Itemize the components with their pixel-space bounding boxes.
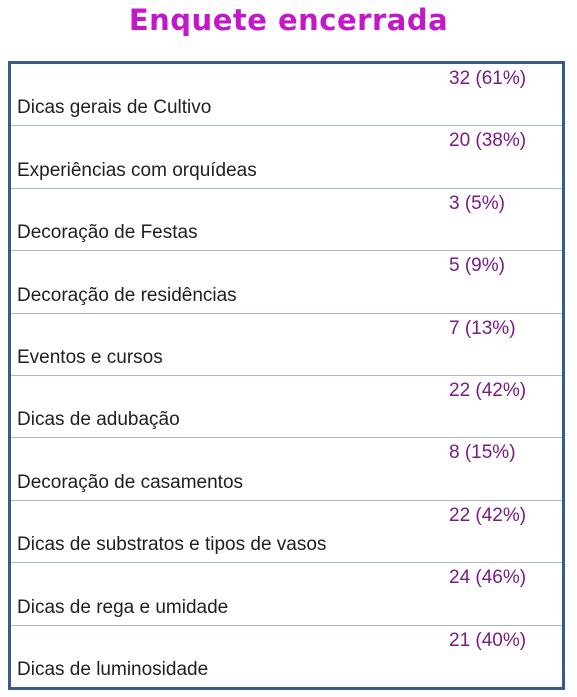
option-label: Eventos e cursos bbox=[17, 347, 163, 369]
poll-row: Dicas de substratos e tipos de vasos 22 … bbox=[11, 499, 562, 562]
poll-title: Enquete encerrada bbox=[128, 3, 449, 37]
option-result: 7 (13%) bbox=[449, 317, 516, 339]
option-label: Experiências com orquídeas bbox=[17, 159, 257, 181]
option-result: 20 (38%) bbox=[449, 130, 527, 152]
option-label: Dicas de adubação bbox=[17, 409, 180, 431]
poll-row: Eventos e cursos 7 (13%) bbox=[11, 312, 562, 375]
option-label: Dicas de rega e umidade bbox=[17, 596, 229, 618]
poll-results-table: Dicas gerais de Cultivo 32 (61%) Experiê… bbox=[8, 61, 565, 690]
option-label: Decoração de residências bbox=[17, 284, 237, 306]
poll-row: Dicas gerais de Cultivo 32 (61%) bbox=[11, 64, 562, 125]
option-result: 8 (15%) bbox=[449, 442, 516, 464]
option-result: 22 (42%) bbox=[449, 504, 527, 526]
poll-row: Decoração de residências 5 (9%) bbox=[11, 250, 562, 312]
option-result: 21 (40%) bbox=[449, 629, 527, 651]
poll-row: Dicas de rega e umidade 24 (46%) bbox=[11, 562, 562, 624]
option-label: Dicas de substratos e tipos de vasos bbox=[17, 534, 327, 556]
option-label: Decoração de casamentos bbox=[17, 471, 244, 493]
poll-row: Experiências com orquídeas 20 (38%) bbox=[11, 125, 562, 187]
poll-row: Decoração de Festas 3 (5%) bbox=[11, 187, 562, 250]
poll-row: Decoração de casamentos 8 (15%) bbox=[11, 437, 562, 499]
poll-row: Dicas de luminosidade 21 (40%) bbox=[11, 624, 562, 687]
option-label: Decoração de Festas bbox=[17, 222, 198, 244]
option-result: 32 (61%) bbox=[449, 68, 527, 89]
option-label: Dicas de luminosidade bbox=[17, 659, 209, 681]
option-result: 22 (42%) bbox=[449, 380, 527, 402]
option-result: 24 (46%) bbox=[449, 567, 527, 589]
option-result: 3 (5%) bbox=[449, 192, 505, 214]
option-result: 5 (9%) bbox=[449, 255, 505, 277]
poll-row: Dicas de adubação 22 (42%) bbox=[11, 375, 562, 437]
option-label: Dicas gerais de Cultivo bbox=[17, 97, 212, 119]
